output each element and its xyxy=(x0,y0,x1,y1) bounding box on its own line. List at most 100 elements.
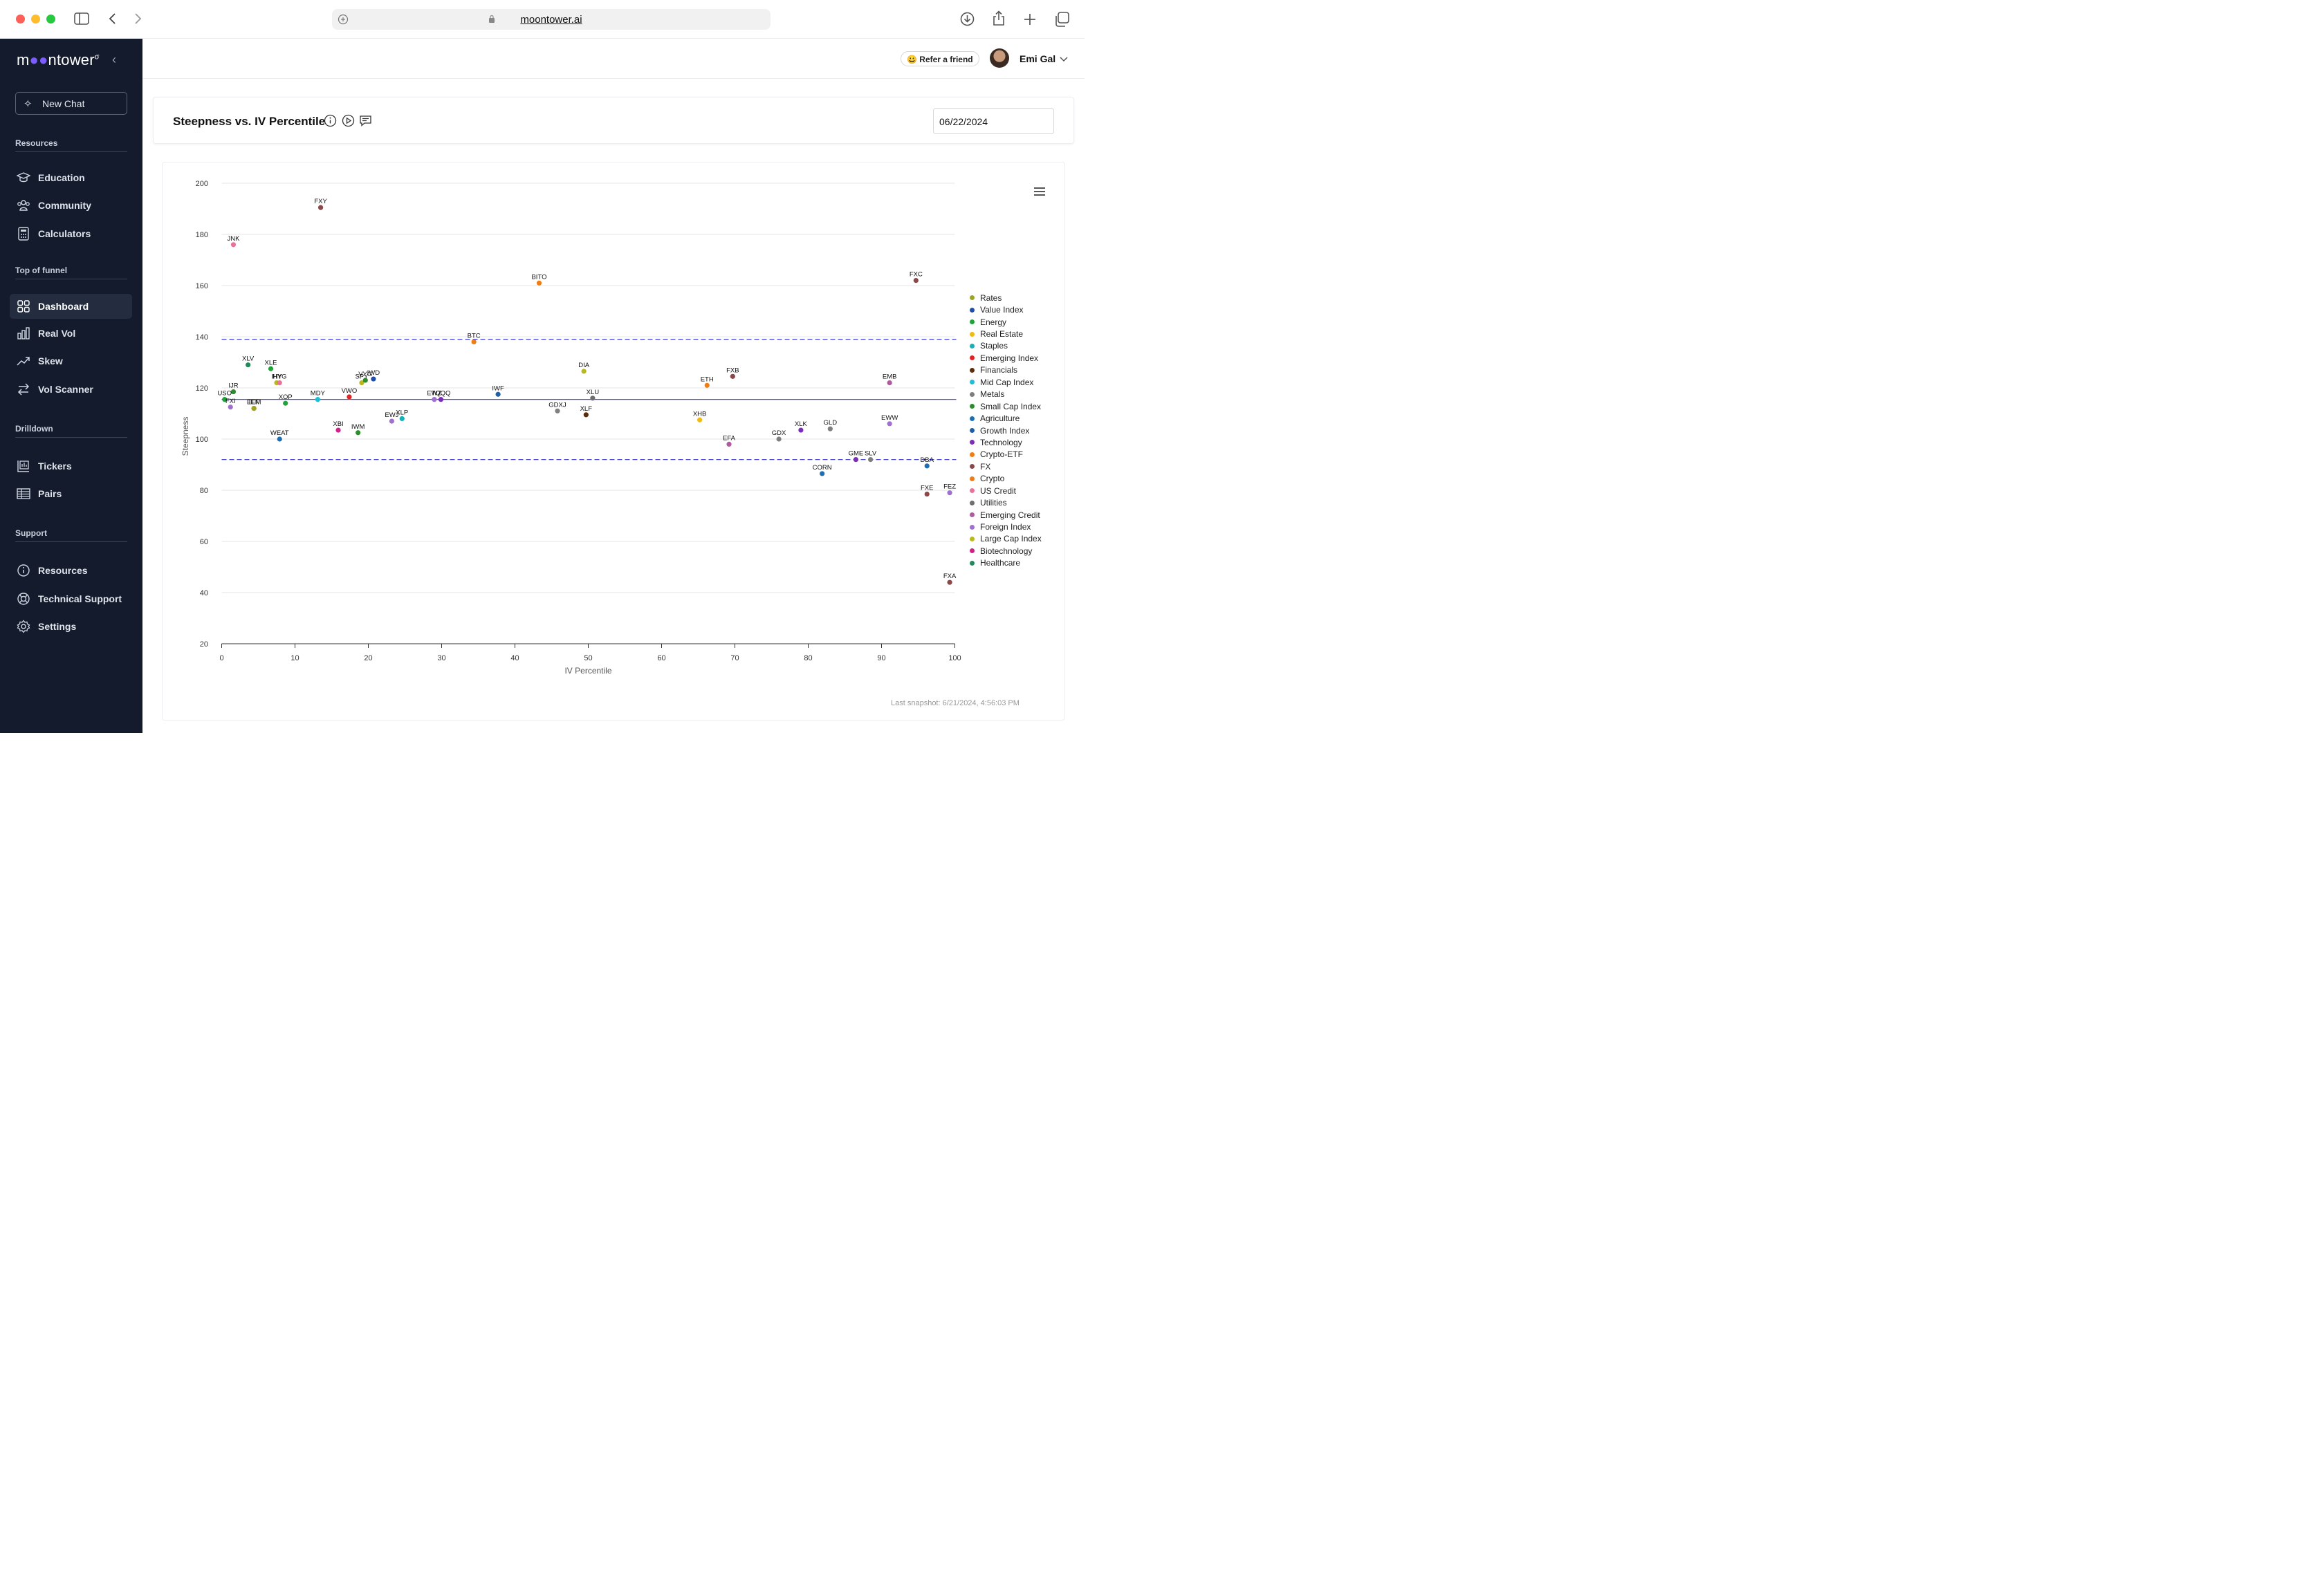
data-point-label: EWJ xyxy=(385,411,398,419)
legend-label: Healthcare xyxy=(980,558,1021,568)
share-icon[interactable] xyxy=(993,10,1005,26)
data-point-label: XHB xyxy=(693,410,707,418)
legend-item[interactable]: Crypto-ETF xyxy=(970,449,1042,461)
legend-item[interactable]: Staples xyxy=(970,340,1042,352)
sidebar-item-settings[interactable]: Settings xyxy=(10,614,132,639)
y-tick-label: 40 xyxy=(200,589,208,597)
legend-item[interactable]: Utilities xyxy=(970,496,1042,508)
tab-overview-icon[interactable] xyxy=(1054,12,1069,27)
legend-item[interactable]: Large Cap Index xyxy=(970,533,1042,545)
chevron-down-icon[interactable] xyxy=(1060,57,1068,62)
legend-item[interactable]: Rates xyxy=(970,292,1042,304)
sidebar-toggle-icon[interactable] xyxy=(74,12,89,25)
legend-marker xyxy=(970,488,975,494)
legend-item[interactable]: Value Index xyxy=(970,304,1042,315)
data-point-label: TQQQ xyxy=(431,390,450,398)
download-icon[interactable] xyxy=(960,12,975,26)
data-point xyxy=(495,391,501,397)
legend-item[interactable]: Energy xyxy=(970,316,1042,328)
legend-marker xyxy=(970,307,975,313)
close-window-button[interactable] xyxy=(16,15,25,24)
sidebar-item-dashboard[interactable]: Dashboard xyxy=(10,294,132,319)
x-tick-label: 50 xyxy=(584,654,592,662)
data-point-label: GDX xyxy=(772,429,786,437)
maximize-window-button[interactable] xyxy=(46,15,55,24)
refer-a-friend-button[interactable]: 😀 Refer a friend xyxy=(901,51,979,66)
sidebar-item-education[interactable]: Education xyxy=(10,165,132,190)
legend-item[interactable]: Real Estate xyxy=(970,328,1042,340)
data-point xyxy=(924,491,930,497)
new-chat-button[interactable]: ✧ New Chat xyxy=(15,92,127,115)
legend-label: Technology xyxy=(980,437,1022,447)
sidebar-item-real-vol[interactable]: Real Vol xyxy=(10,321,132,346)
legend-marker xyxy=(970,391,975,397)
date-picker-input[interactable]: 06/22/2024 xyxy=(933,108,1054,134)
data-point xyxy=(887,380,892,386)
legend-marker xyxy=(970,536,975,541)
x-tick-label: 70 xyxy=(730,654,739,662)
play-video-icon[interactable] xyxy=(342,114,355,127)
legend-label: Crypto xyxy=(980,474,1005,484)
minimize-window-button[interactable] xyxy=(31,15,40,24)
lock-icon xyxy=(489,15,495,23)
chart-frame-icon xyxy=(17,461,29,472)
legend-item[interactable]: Biotechnology xyxy=(970,545,1042,557)
legend-item[interactable]: FX xyxy=(970,461,1042,472)
moontower-logo[interactable]: m●●ntowerσ xyxy=(17,51,100,68)
legend-item[interactable]: Small Cap Index xyxy=(970,400,1042,412)
collapse-sidebar-icon[interactable]: ‹ xyxy=(112,53,116,66)
legend-item[interactable]: Mid Cap Index xyxy=(970,376,1042,388)
chat-comment-icon[interactable] xyxy=(359,114,372,127)
legend-item[interactable]: US Credit xyxy=(970,485,1042,496)
legend-label: Large Cap Index xyxy=(980,534,1042,544)
legend-marker xyxy=(970,380,975,385)
data-point-label: FXA xyxy=(943,573,957,580)
data-point xyxy=(581,369,587,374)
legend-label: FX xyxy=(980,461,991,472)
legend-item[interactable]: Healthcare xyxy=(970,557,1042,569)
data-point xyxy=(853,457,858,463)
legend-item[interactable]: Financials xyxy=(970,364,1042,376)
avatar[interactable] xyxy=(990,48,1009,68)
address-bar[interactable]: moontower.ai xyxy=(332,9,771,30)
y-tick-label: 180 xyxy=(196,231,208,239)
sidebar-item-technical-support[interactable]: Technical Support xyxy=(10,586,132,611)
data-point xyxy=(555,408,560,413)
x-tick-label: 100 xyxy=(948,654,961,662)
legend-item[interactable]: Emerging Credit xyxy=(970,509,1042,521)
legend-item[interactable]: Foreign Index xyxy=(970,521,1042,532)
sidebar-item-pairs[interactable]: Pairs xyxy=(10,481,132,506)
forward-icon[interactable] xyxy=(134,12,142,25)
back-icon[interactable] xyxy=(108,12,116,25)
y-tick-label: 60 xyxy=(200,538,208,546)
sidebar-item-vol-scanner[interactable]: Vol Scanner xyxy=(10,377,132,402)
bar-chart-icon xyxy=(17,327,30,340)
legend-item[interactable]: Technology xyxy=(970,436,1042,448)
chart-menu-icon[interactable] xyxy=(1034,187,1045,198)
sidebar-item-skew[interactable]: Skew xyxy=(10,348,132,373)
user-name[interactable]: Emi Gal xyxy=(1020,53,1056,64)
data-point-label: FXB xyxy=(726,366,739,374)
data-point xyxy=(438,397,444,402)
legend-item[interactable]: Growth Index xyxy=(970,425,1042,436)
sidebar-item-label: Tickers xyxy=(38,461,72,472)
data-point xyxy=(590,396,596,401)
legend-item[interactable]: Emerging Index xyxy=(970,352,1042,364)
legend-item[interactable]: Agriculture xyxy=(970,412,1042,424)
sidebar-item-community[interactable]: Community xyxy=(10,193,132,218)
data-point-label: FXI xyxy=(225,398,236,405)
data-point-label: EMB xyxy=(883,373,897,381)
sparkle-icon: ✧ xyxy=(24,98,33,110)
sidebar-item-calculators[interactable]: Calculators xyxy=(10,221,132,246)
sidebar-item-label: Technical Support xyxy=(38,593,122,604)
legend-item[interactable]: Crypto xyxy=(970,473,1042,485)
data-point xyxy=(432,397,437,402)
sidebar-item-resources[interactable]: Resources xyxy=(10,558,132,583)
data-point xyxy=(726,441,732,447)
sidebar-item-tickers[interactable]: Tickers xyxy=(10,454,132,478)
new-tab-icon[interactable] xyxy=(1024,13,1036,26)
legend-item[interactable]: Metals xyxy=(970,389,1042,400)
site-settings-icon[interactable] xyxy=(338,14,349,25)
legend-label: Real Estate xyxy=(980,329,1024,340)
info-icon[interactable] xyxy=(324,114,337,127)
